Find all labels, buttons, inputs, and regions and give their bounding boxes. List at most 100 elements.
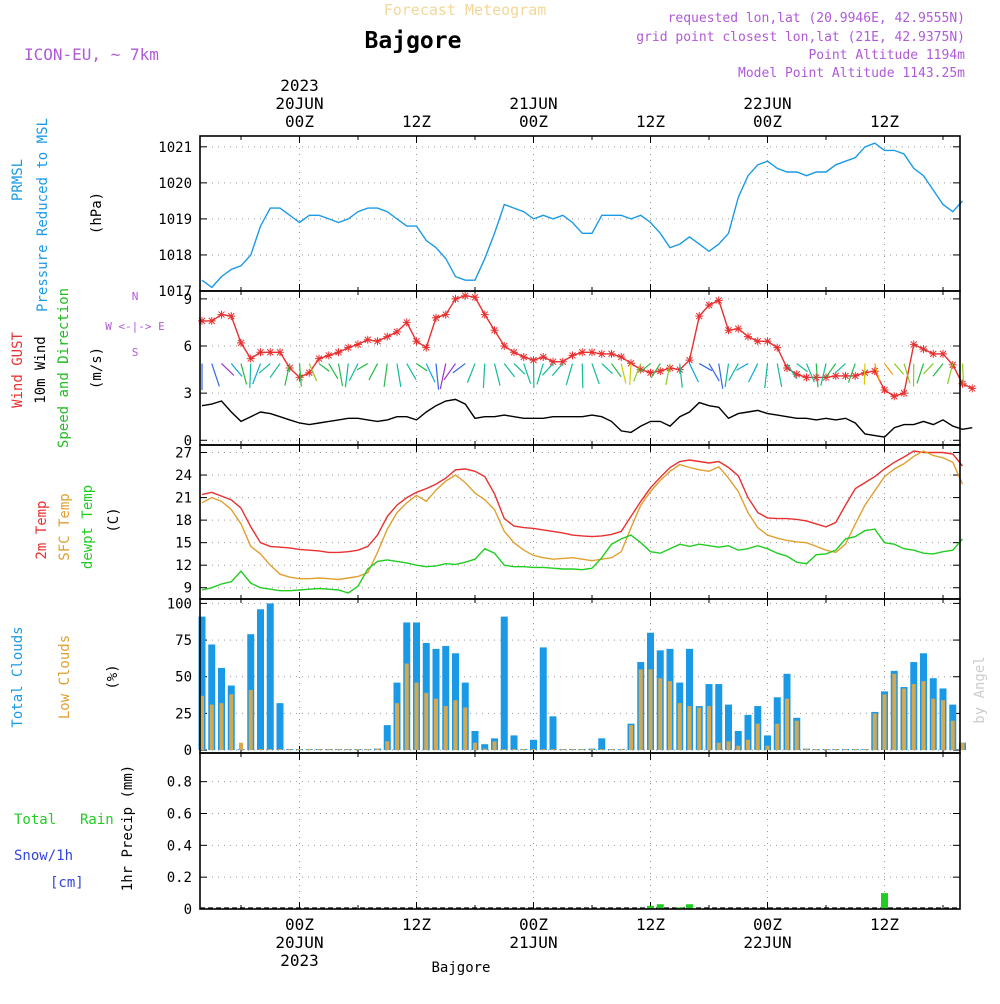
low-cloud-bar	[931, 699, 935, 750]
wind-dir-arrow	[285, 364, 290, 386]
low-cloud-bar	[824, 749, 828, 750]
wind-dir-arrow	[426, 364, 435, 383]
low-cloud-bar	[853, 749, 857, 750]
gust-marker	[247, 355, 255, 363]
y-tick-label: 0.6	[167, 806, 192, 822]
total-clouds-label: Total Clouds	[10, 626, 26, 727]
wind-dir-arrow	[797, 364, 808, 372]
low-cloud-bar	[561, 749, 565, 750]
low-cloud-bar	[288, 749, 292, 750]
low-cloud-bar	[454, 700, 458, 750]
gust-marker	[725, 326, 733, 334]
wind-dir-arrow	[566, 364, 572, 385]
gust-marker	[773, 344, 781, 352]
wind-dir-arrow	[621, 364, 626, 384]
wind-dir-arrow	[514, 364, 525, 374]
wind-dir-arrow	[729, 364, 738, 381]
gust-marker	[393, 328, 401, 336]
wind-dir-arrow	[582, 364, 583, 388]
panel-frame	[200, 753, 960, 909]
gust-marker	[881, 386, 889, 394]
low-cloud-bar	[717, 743, 721, 750]
gust-marker	[227, 312, 235, 320]
low-cloud-bar	[229, 694, 233, 750]
low-cloud-bar	[415, 683, 419, 750]
gust-marker	[559, 358, 567, 366]
gust-marker	[296, 373, 304, 381]
gust-marker	[383, 333, 391, 341]
wind-dir-arrow	[749, 364, 758, 382]
gust-marker	[754, 337, 762, 345]
gust-marker	[413, 337, 421, 345]
low-cloud-bar	[600, 749, 604, 750]
wind-dir-arrow	[690, 364, 699, 382]
wind-dir-arrow	[241, 364, 247, 385]
gust-marker	[598, 350, 606, 358]
low-cloud-bar	[249, 690, 253, 750]
gust-marker	[442, 311, 450, 319]
bottom-time-label: 12Z	[870, 915, 899, 934]
low-cloud-bar	[775, 724, 779, 750]
low-cloud-bar	[736, 746, 740, 750]
wind-dir-arrow	[495, 364, 501, 386]
gust-marker	[617, 353, 625, 361]
gust-marker	[890, 392, 898, 400]
gust-marker	[364, 336, 372, 344]
low-cloud-bar	[317, 749, 321, 750]
wind-dir-arrow	[848, 364, 855, 383]
gust-marker	[237, 339, 245, 347]
y-tick-label: 0.8	[167, 775, 192, 791]
top-time-label: 20JUN	[275, 94, 323, 113]
wind-unit-label: (m/s)	[89, 347, 105, 389]
dewpt-temp-line	[202, 529, 963, 593]
footer-location: Bajgore	[431, 960, 490, 976]
y-tick-label: 0	[184, 743, 192, 759]
gust-marker	[744, 333, 752, 341]
low-cloud-bar	[766, 746, 770, 750]
temp-sfc-label: SFC Temp	[57, 493, 73, 560]
wind-dir-arrow	[777, 364, 781, 387]
precip-unit-label: 1hr Precip (mm)	[120, 765, 136, 891]
low-cloud-bar	[912, 684, 916, 750]
low-cloud-bar	[376, 749, 380, 750]
low-cloud-bar	[688, 706, 692, 750]
y-tick-label: 9	[184, 581, 192, 597]
y-tick-label: 24	[175, 468, 192, 484]
wind-dir-arrow	[552, 364, 562, 376]
gust-marker	[715, 296, 723, 304]
gust-marker	[842, 372, 850, 380]
bottom-time-label: 12Z	[402, 915, 431, 934]
bottom-time-label: 2023	[280, 951, 319, 970]
low-cloud-bar	[649, 669, 653, 750]
low-cloud-bar	[580, 749, 584, 750]
low-cloud-bar	[522, 749, 526, 750]
low-cloud-bar	[746, 740, 750, 750]
wind-dir-arrow	[259, 364, 270, 374]
gust-marker	[354, 340, 362, 348]
low-cloud-bar	[834, 749, 838, 750]
gust-marker	[257, 348, 265, 356]
gust-marker	[569, 351, 577, 359]
top-time-label: 12Z	[402, 112, 431, 131]
wind-dir-arrow	[270, 364, 280, 378]
gust-marker	[929, 350, 937, 358]
total-cloud-bar	[598, 738, 605, 750]
wind-dir-arrow	[349, 364, 358, 381]
prmsl-label: PRMSL	[10, 159, 26, 201]
panel-frame	[200, 136, 960, 291]
bottom-time-label: 21JUN	[509, 933, 557, 952]
gust-marker	[803, 373, 811, 381]
wind-dir-arrow	[319, 364, 329, 372]
low-cloud-bar	[337, 749, 341, 750]
wind-line	[202, 399, 972, 437]
wind-dir-arrow	[436, 364, 439, 390]
wind-dir-arrow	[835, 364, 846, 374]
wind-dir-arrow	[440, 364, 445, 389]
wind-dir-arrow	[357, 364, 368, 370]
gust-marker	[578, 348, 586, 356]
y-tick-label: 0	[184, 902, 192, 918]
low-cloud-bar	[922, 681, 926, 750]
gust-marker	[491, 326, 499, 334]
wind-dir-arrow	[612, 364, 622, 377]
total-cloud-bar	[501, 617, 508, 750]
